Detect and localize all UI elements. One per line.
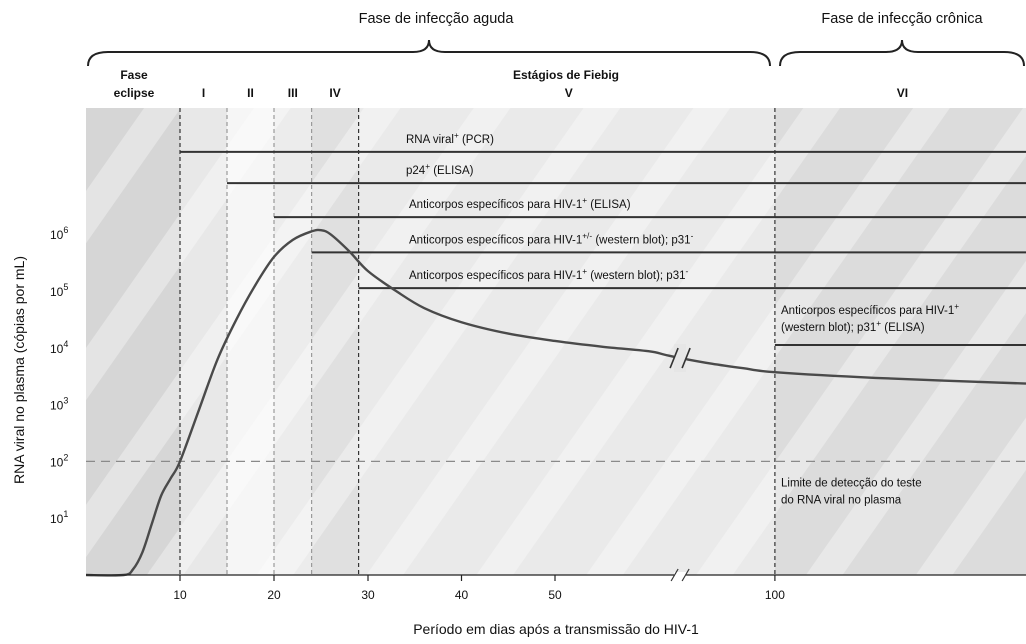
viral-load-curve — [85, 228, 1026, 577]
assay-marker-layer: RNA viral+ (PCR) p24+ (ELISA) Anticorpos e… — [180, 131, 1026, 346]
axes-layer: 10 20 30 40 50 100 Período em dias após a tran… — [11, 225, 1026, 637]
x-tick-label-4: 50 — [548, 588, 562, 602]
phase-title-acute: Fase de infecção aguda — [359, 11, 515, 27]
phase-header-layer: Fase de infecção aguda Fase de infecção c… — [87, 11, 1025, 100]
fiebig-stages-title: Estágios de Fiebig — [513, 68, 619, 82]
x-tick-label-3: 40 — [455, 588, 469, 602]
stage-divider-layer: Limite de detecção do teste do RNA viral … — [86, 108, 1026, 575]
curve-break-mark-1 — [669, 347, 679, 369]
stage-label-6: VI — [897, 86, 908, 100]
stage-label-4: IV — [329, 86, 340, 100]
x-axis-label: Período em dias após a transmissão do HI… — [413, 621, 699, 637]
x-axis-break-gap — [674, 572, 687, 578]
detection-limit-label-line-0: Limite de detecção do teste — [781, 477, 922, 489]
x-tick-label-1: 20 — [267, 588, 281, 602]
x-tick-label-5: 100 — [765, 588, 785, 602]
stage-label-2: II — [247, 86, 254, 100]
stage-label-1: I — [202, 86, 205, 100]
viral-load-curve-layer — [85, 228, 1026, 577]
brace-chronic — [779, 39, 1025, 67]
x-tick-label-0: 10 — [173, 588, 187, 602]
assay-label-5-line-0: Anticorpos específicos para HIV-1+ — [781, 302, 959, 317]
brace-acute — [87, 39, 771, 67]
assay-label-5-line-1: (western blot); p31+ (ELISA) — [781, 319, 925, 334]
x-axis-break-mark-1 — [670, 568, 679, 582]
detection-limit-label-line-1: do RNA viral no plasma — [781, 494, 902, 506]
y-tick-label-4: 105 — [50, 282, 68, 299]
assay-label-2: Anticorpos específicos para HIV-1+ (ELIS… — [409, 196, 631, 211]
curve-break-mark-2 — [681, 347, 691, 369]
stage-label-3: III — [288, 86, 298, 100]
y-axis-label: RNA viral no plasma (cópias por mL) — [11, 256, 27, 484]
phase-title-chronic: Fase de infecção crônica — [821, 11, 983, 27]
assay-label-4: Anticorpos específicos para HIV-1+ (west… — [409, 267, 689, 282]
assay-label-0: RNA viral+ (PCR) — [406, 131, 494, 146]
assay-label-1: p24+ (ELISA) — [406, 162, 474, 177]
stage-label-5: V — [565, 86, 573, 100]
y-tick-label-2: 103 — [50, 396, 68, 413]
assay-label-3: Anticorpos específicos para HIV-1+/- (we… — [409, 231, 694, 246]
curve-break-gap — [674, 344, 687, 373]
y-tick-label-0: 101 — [50, 509, 68, 526]
stage-label-eclipse-line-0: Fase — [120, 68, 148, 82]
stage-label-eclipse-line-1: eclipse — [114, 86, 155, 100]
x-tick-label-2: 30 — [361, 588, 375, 602]
x-axis-break-mark-2 — [681, 568, 690, 582]
y-tick-label-1: 102 — [50, 452, 68, 469]
y-tick-label-5: 106 — [50, 225, 68, 242]
y-tick-label-3: 104 — [50, 339, 68, 356]
